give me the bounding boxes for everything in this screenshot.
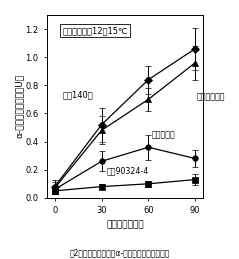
X-axis label: 贯蔵期間（日）: 贯蔵期間（日） [106, 221, 144, 230]
Text: シロユタカ: シロユタカ [152, 131, 175, 140]
Text: 贯蔵温度．：12～15℃: 贯蔵温度．：12～15℃ [63, 26, 128, 35]
Text: 図2　贯蔵期間によるα-アミラーゼ活性の変化: 図2 贯蔵期間によるα-アミラーゼ活性の変化 [69, 249, 170, 258]
Y-axis label: α-アミラーゼ活性（U）: α-アミラーゼ活性（U） [15, 74, 24, 139]
Text: 九系90324-4: 九系90324-4 [106, 166, 148, 175]
Text: サニーレッド: サニーレッド [197, 92, 225, 101]
Text: 九州140号: 九州140号 [63, 91, 93, 100]
